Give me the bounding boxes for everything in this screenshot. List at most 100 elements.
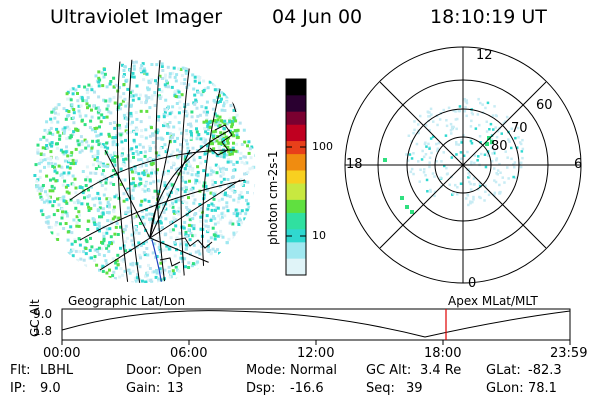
emission-pixel xyxy=(140,135,144,138)
emission-pixel xyxy=(91,163,95,167)
polar-emission-pixel xyxy=(410,167,414,171)
emission-pixel xyxy=(102,177,106,180)
emission-pixel xyxy=(80,142,84,146)
emission-pixel xyxy=(213,129,217,133)
emission-pixel xyxy=(230,122,234,126)
emission-pixel xyxy=(144,136,148,140)
emission-pixel xyxy=(228,117,232,121)
emission-pixel xyxy=(87,83,91,87)
polar-emission-pixel xyxy=(521,147,525,151)
emission-pixel xyxy=(168,132,172,136)
emission-pixel xyxy=(121,63,124,67)
emission-pixel xyxy=(189,130,193,134)
emission-pixel xyxy=(74,206,78,210)
emission-pixel xyxy=(39,137,43,141)
polar-emission-pixel xyxy=(428,147,431,150)
polar-emission-pixel xyxy=(426,110,430,113)
emission-pixel xyxy=(218,124,222,127)
emission-pixel xyxy=(133,225,137,229)
emission-pixel xyxy=(209,191,213,195)
emission-pixel xyxy=(211,130,215,134)
emission-pixel xyxy=(211,247,215,251)
emission-pixel xyxy=(70,151,74,155)
time-label: 18:10:19 UT xyxy=(430,6,547,28)
emission-pixel xyxy=(69,98,73,102)
emission-pixel xyxy=(196,174,200,178)
emission-pixel xyxy=(139,67,143,71)
emission-pixel xyxy=(97,221,101,225)
emission-pixel xyxy=(195,106,199,110)
emission-pixel xyxy=(132,75,136,79)
emission-pixel xyxy=(56,157,60,161)
emission-pixel xyxy=(149,204,153,208)
emission-pixel xyxy=(86,96,90,100)
emission-pixel xyxy=(56,232,60,236)
emission-pixel xyxy=(74,88,78,92)
emission-pixel xyxy=(183,190,187,194)
emission-pixel xyxy=(113,195,117,199)
emission-pixel xyxy=(231,222,235,226)
emission-pixel xyxy=(235,113,239,117)
emission-pixel xyxy=(168,191,172,195)
emission-pixel xyxy=(124,125,128,129)
mlat-label-60: 60 xyxy=(536,98,553,113)
emission-pixel xyxy=(220,180,224,184)
emission-pixel xyxy=(142,171,146,175)
emission-pixel xyxy=(191,186,195,190)
emission-pixel xyxy=(194,173,198,177)
emission-pixel xyxy=(168,136,172,140)
emission-pixel xyxy=(250,145,254,149)
emission-pixel xyxy=(107,132,111,136)
emission-pixel xyxy=(187,190,191,194)
emission-pixel xyxy=(45,174,49,178)
emission-pixel xyxy=(184,247,188,251)
polar-emission-pixel xyxy=(471,113,474,116)
emission-pixel xyxy=(235,214,239,218)
emission-pixel xyxy=(202,137,206,140)
emission-pixel xyxy=(177,212,181,216)
emission-pixel xyxy=(129,111,133,115)
emission-pixel xyxy=(43,165,46,169)
emission-pixel xyxy=(96,191,100,195)
emission-pixel xyxy=(150,97,154,101)
emission-pixel xyxy=(92,104,96,108)
emission-pixel xyxy=(52,107,56,111)
emission-pixel xyxy=(128,69,132,72)
emission-pixel xyxy=(192,201,196,205)
emission-pixel xyxy=(77,84,81,88)
emission-pixel xyxy=(55,171,59,175)
emission-pixel xyxy=(153,104,157,107)
polar-emission-pixel xyxy=(429,107,433,111)
polar-emission-pixel xyxy=(470,111,474,114)
emission-pixel xyxy=(90,108,93,112)
emission-pixel xyxy=(131,261,135,265)
emission-pixel xyxy=(154,255,157,259)
emission-pixel xyxy=(79,257,83,261)
polar-emission-pixel xyxy=(450,125,454,129)
emission-pixel xyxy=(38,176,42,179)
emission-pixel xyxy=(95,134,99,138)
emission-pixel xyxy=(204,184,208,188)
emission-pixel xyxy=(144,101,148,105)
emission-pixel xyxy=(115,193,119,197)
emission-pixel xyxy=(206,239,210,243)
emission-pixel xyxy=(142,78,146,82)
emission-pixel xyxy=(191,167,195,171)
emission-pixel xyxy=(211,192,215,196)
time-tick-0600: 06:00 xyxy=(170,346,208,361)
emission-pixel xyxy=(122,75,125,78)
polar-emission-pixel xyxy=(513,161,517,164)
emission-pixel xyxy=(112,183,116,186)
emission-pixel xyxy=(97,80,101,84)
emission-pixel xyxy=(185,139,188,143)
emission-pixel xyxy=(104,99,108,103)
emission-pixel xyxy=(206,123,210,126)
emission-pixel xyxy=(103,72,107,76)
emission-pixel xyxy=(41,146,45,150)
emission-pixel xyxy=(196,170,200,174)
emission-pixel xyxy=(66,214,69,218)
emission-pixel xyxy=(182,110,186,114)
emission-pixel xyxy=(50,184,54,188)
emission-pixel xyxy=(184,265,187,269)
emission-pixel xyxy=(176,188,180,192)
